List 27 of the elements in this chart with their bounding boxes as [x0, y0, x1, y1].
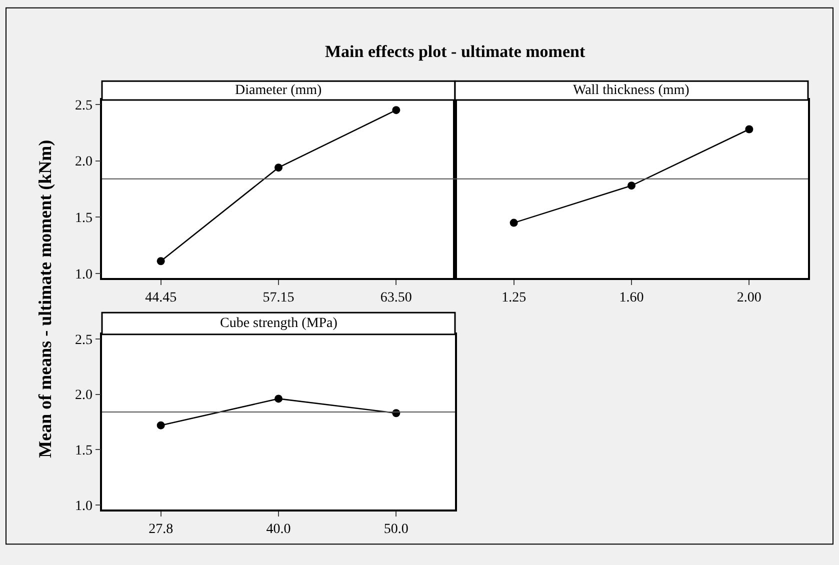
point: [274, 164, 282, 172]
y-tick-label: 1.5: [74, 211, 92, 226]
point: [156, 421, 165, 430]
chart-subtitle: Wall thickness (mm): [573, 83, 690, 98]
x-tick-label: 2.00: [736, 290, 762, 306]
y-tick-label: 1.0: [74, 267, 92, 282]
y-axis-title: Mean of means - ultimate moment (kNm): [35, 140, 56, 458]
chart-subtitle: Cube strength (MPa): [220, 316, 338, 331]
point: [156, 257, 165, 266]
x-tick-label: 50.0: [384, 522, 408, 538]
y-tick-label: 2.0: [74, 388, 92, 404]
point: [274, 394, 282, 403]
x-tick-label: 44.45: [145, 290, 177, 306]
x-tick-label: 57.15: [262, 290, 294, 306]
y-tick-label: 1.0: [74, 499, 92, 514]
x-tick-label: 1.25: [502, 290, 526, 306]
chart-subtitle: Diameter (mm): [235, 83, 322, 98]
y-tick-label: 2.5: [74, 98, 92, 114]
x-tick-label: 63.50: [380, 290, 412, 306]
x-tick-label: 40.0: [266, 522, 291, 538]
x-tick-label: 27.8: [148, 522, 174, 538]
chart-title: Main effects plot - ultimate moment: [325, 42, 586, 61]
y-tick-label: 1.5: [74, 444, 92, 459]
y-tick-label: 2.5: [74, 332, 92, 348]
point: [392, 106, 400, 114]
y-tick-label: 2.0: [74, 154, 92, 170]
x-tick-label: 1.60: [619, 290, 644, 306]
